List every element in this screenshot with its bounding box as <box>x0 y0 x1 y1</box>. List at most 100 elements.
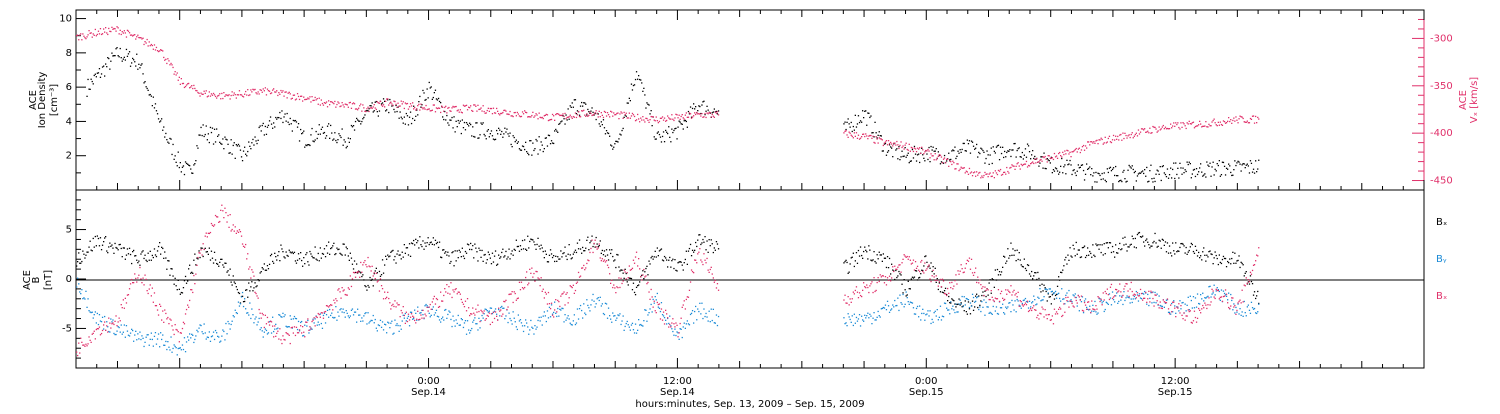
x-tick-time-label: 12:00 <box>663 376 692 387</box>
density-point <box>116 47 117 48</box>
bz-point <box>636 252 637 253</box>
vx-point <box>381 104 382 105</box>
density-point <box>591 107 592 108</box>
bx-point <box>1133 238 1134 239</box>
by-point <box>133 341 134 342</box>
vx-point <box>950 161 951 162</box>
density-point <box>1031 154 1032 155</box>
bx-point <box>183 287 184 288</box>
by-point <box>886 309 887 310</box>
bx-point <box>945 288 946 289</box>
density-point <box>1158 170 1159 171</box>
bz-point <box>495 311 496 312</box>
by-point <box>557 308 558 309</box>
density-point <box>714 108 715 109</box>
bx-point <box>881 254 882 255</box>
by-point <box>340 308 341 309</box>
by-point <box>637 330 638 331</box>
bx-point <box>1009 255 1010 256</box>
by-point <box>214 339 215 340</box>
by-point <box>1104 311 1105 312</box>
bx-point <box>1172 242 1173 243</box>
bx-point <box>1214 257 1215 258</box>
bx-point <box>1071 257 1072 258</box>
bx-point <box>513 255 514 256</box>
bx-point <box>856 252 857 253</box>
vx-point <box>363 107 364 108</box>
bx-point <box>244 301 245 302</box>
vx-point <box>522 111 523 112</box>
by-point <box>575 324 576 325</box>
density-point <box>372 102 373 103</box>
by-point <box>937 309 938 310</box>
bz-point <box>629 265 630 266</box>
by-point <box>304 325 305 326</box>
bz-point <box>85 344 86 345</box>
bx-point <box>431 242 432 243</box>
vx-point <box>1185 125 1186 126</box>
bx-point <box>857 263 858 264</box>
density-point <box>1208 166 1209 167</box>
bz-point <box>178 331 179 332</box>
bz-point <box>282 335 283 336</box>
bx-point <box>548 261 549 262</box>
bz-point <box>849 304 850 305</box>
vx-point <box>171 64 172 65</box>
vx-point <box>1103 144 1104 145</box>
bz-point <box>131 279 132 280</box>
bx-point <box>1225 258 1226 259</box>
by-point <box>319 324 320 325</box>
density-point <box>900 156 901 157</box>
by-point <box>888 305 889 306</box>
density-point <box>162 130 163 131</box>
by-point <box>516 326 517 327</box>
bz-point <box>118 321 119 322</box>
density-point <box>652 125 653 126</box>
density-point <box>669 137 670 138</box>
vx-point <box>958 170 959 171</box>
bz-point <box>532 277 533 278</box>
vx-point <box>576 117 577 118</box>
density-point <box>1099 175 1100 176</box>
vx-point <box>390 102 391 103</box>
bx-point <box>453 265 454 266</box>
bx-point <box>153 257 154 258</box>
vx-point <box>1172 125 1173 126</box>
by-point <box>1084 300 1085 301</box>
vx-point <box>107 34 108 35</box>
vx-point <box>871 138 872 139</box>
vx-point <box>878 142 879 143</box>
by-point <box>274 329 275 330</box>
by-point <box>442 317 443 318</box>
by-point <box>391 321 392 322</box>
bz-point <box>303 332 304 333</box>
vx-point <box>1227 121 1228 122</box>
density-point <box>94 75 95 76</box>
bz-point <box>643 269 644 270</box>
bx-point <box>872 259 873 260</box>
by-point <box>164 345 165 346</box>
bx-point <box>632 289 633 290</box>
density-point <box>318 134 319 135</box>
by-point <box>116 331 117 332</box>
bx-point <box>666 259 667 260</box>
by-point <box>376 328 377 329</box>
bz-point <box>667 317 668 318</box>
bx-point <box>1037 272 1038 273</box>
bx-point <box>605 256 606 257</box>
vx-point <box>575 112 576 113</box>
bx-point <box>133 250 134 251</box>
by-point <box>221 336 222 337</box>
bx-point <box>452 251 453 252</box>
vx-point <box>1253 115 1254 116</box>
bx-point <box>991 293 992 294</box>
vx-point <box>249 94 250 95</box>
by-point <box>1125 297 1126 298</box>
by-point <box>1039 288 1040 289</box>
bx-point <box>477 260 478 261</box>
vx-point <box>269 91 270 92</box>
bz-point <box>258 298 259 299</box>
bx-point <box>1154 233 1155 234</box>
by-point <box>154 336 155 337</box>
bz-point <box>112 322 113 323</box>
